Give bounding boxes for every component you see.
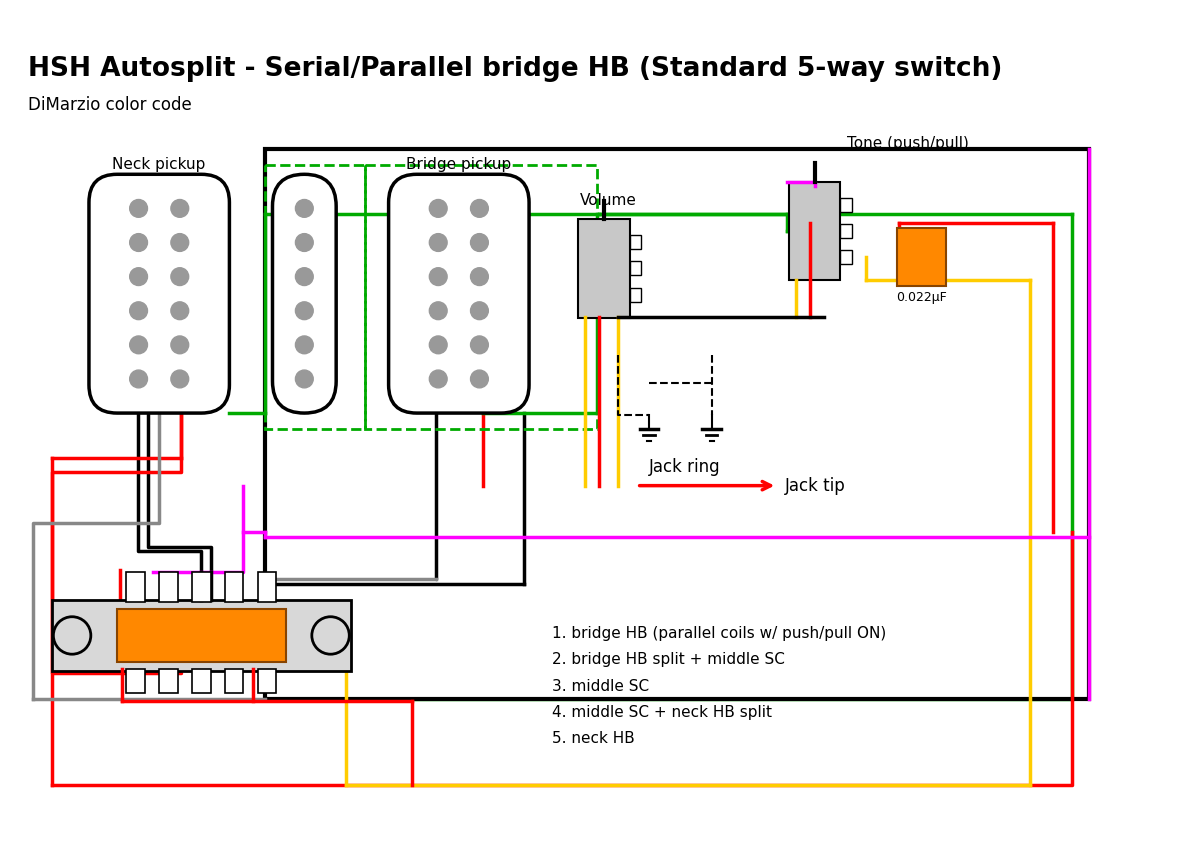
Circle shape <box>296 336 314 354</box>
FancyBboxPatch shape <box>272 175 336 413</box>
Bar <box>840 250 852 264</box>
Bar <box>126 572 146 602</box>
Circle shape <box>429 370 447 388</box>
Circle shape <box>429 200 447 217</box>
Bar <box>265 165 365 429</box>
Bar <box>265 148 1089 699</box>
Circle shape <box>171 370 188 388</box>
Circle shape <box>311 617 350 654</box>
Circle shape <box>296 234 314 251</box>
Text: 3. middle SC: 3. middle SC <box>552 679 650 694</box>
Bar <box>224 572 243 602</box>
Bar <box>258 572 277 602</box>
Circle shape <box>171 302 188 319</box>
Circle shape <box>296 302 314 319</box>
Text: Volume: Volume <box>580 192 637 207</box>
Circle shape <box>429 336 447 354</box>
Circle shape <box>296 370 314 388</box>
Circle shape <box>171 234 188 251</box>
Circle shape <box>54 617 91 654</box>
Bar <box>126 669 146 693</box>
Circle shape <box>470 200 488 217</box>
Text: Neck pickup: Neck pickup <box>112 157 206 172</box>
Circle shape <box>429 268 447 286</box>
Text: Tone (push/pull): Tone (push/pull) <box>847 137 969 152</box>
Circle shape <box>130 268 148 286</box>
Bar <box>192 572 211 602</box>
FancyBboxPatch shape <box>579 219 630 318</box>
Bar <box>159 669 178 693</box>
Bar <box>224 669 243 693</box>
Text: Jack tip: Jack tip <box>785 476 846 495</box>
Bar <box>117 609 285 662</box>
Text: 5. neck HB: 5. neck HB <box>552 731 635 746</box>
Bar <box>365 165 598 429</box>
Circle shape <box>130 302 148 319</box>
Text: 2. bridge HB split + middle SC: 2. bridge HB split + middle SC <box>552 652 785 668</box>
Bar <box>840 224 852 238</box>
Circle shape <box>470 302 488 319</box>
Bar <box>897 228 946 286</box>
Circle shape <box>429 234 447 251</box>
FancyBboxPatch shape <box>789 182 840 280</box>
Text: HSH Autosplit - Serial/Parallel bridge HB (Standard 5-way switch): HSH Autosplit - Serial/Parallel bridge H… <box>29 56 1002 82</box>
FancyBboxPatch shape <box>389 175 528 413</box>
Circle shape <box>130 336 148 354</box>
Text: 0.022μF: 0.022μF <box>896 291 947 303</box>
Circle shape <box>296 200 314 217</box>
Bar <box>258 669 277 693</box>
Text: Bridge pickup: Bridge pickup <box>406 157 512 172</box>
Text: 1. bridge HB (parallel coils w/ push/pull ON): 1. bridge HB (parallel coils w/ push/pul… <box>552 626 886 642</box>
Circle shape <box>296 268 314 286</box>
Bar <box>630 235 641 250</box>
Text: Jack ring: Jack ring <box>649 458 721 475</box>
Circle shape <box>470 234 488 251</box>
Bar <box>630 261 641 276</box>
Text: DiMarzio color code: DiMarzio color code <box>29 95 192 114</box>
Bar <box>159 572 178 602</box>
Bar <box>630 287 641 302</box>
FancyBboxPatch shape <box>89 175 229 413</box>
Circle shape <box>130 234 148 251</box>
Bar <box>192 669 211 693</box>
Circle shape <box>470 268 488 286</box>
Circle shape <box>171 336 188 354</box>
Circle shape <box>429 302 447 319</box>
Bar <box>840 198 852 212</box>
Circle shape <box>171 268 188 286</box>
Circle shape <box>171 200 188 217</box>
Bar <box>51 600 351 671</box>
Circle shape <box>130 370 148 388</box>
Circle shape <box>130 200 148 217</box>
Text: 4. middle SC + neck HB split: 4. middle SC + neck HB split <box>552 705 773 720</box>
Circle shape <box>470 336 488 354</box>
Circle shape <box>470 370 488 388</box>
